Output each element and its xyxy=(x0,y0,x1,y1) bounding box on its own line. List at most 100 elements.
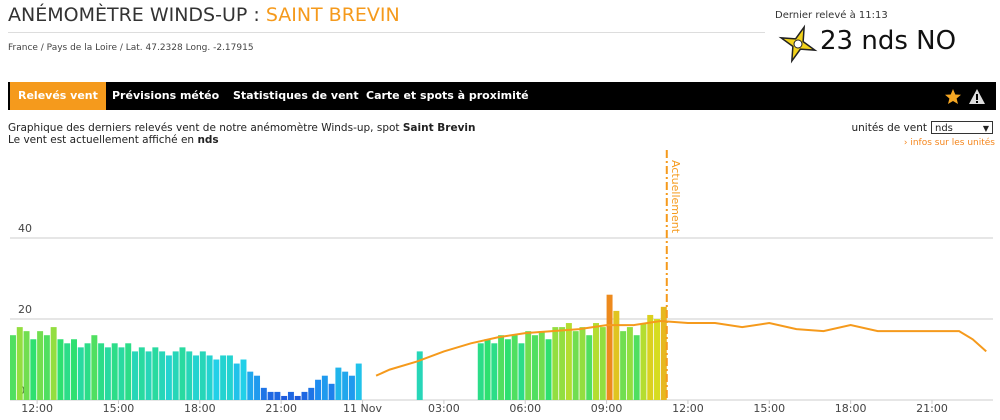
nav-tab[interactable]: Carte et spots à proximité xyxy=(366,89,529,102)
bar xyxy=(10,335,16,400)
y-tick-label: 40 xyxy=(18,222,32,235)
divider xyxy=(8,32,765,33)
bar xyxy=(274,391,281,400)
bar xyxy=(626,327,633,400)
bar xyxy=(240,359,247,400)
units-select[interactable]: nds ▼ xyxy=(931,121,993,134)
bar xyxy=(518,343,525,400)
bar xyxy=(145,351,152,400)
title-text: ANÉMOMÈTRE WINDS-UP : xyxy=(8,4,266,26)
bar xyxy=(247,371,254,400)
bar xyxy=(30,339,37,400)
bar xyxy=(77,347,84,400)
bar xyxy=(308,387,315,400)
bar xyxy=(525,331,532,400)
x-tick-label: 03:00 xyxy=(428,402,460,415)
bar xyxy=(484,339,491,400)
x-tick-label: 12:00 xyxy=(21,402,53,415)
bar xyxy=(281,395,288,400)
bar xyxy=(511,335,518,400)
bar xyxy=(23,331,30,400)
bar xyxy=(538,331,545,400)
bar xyxy=(179,347,186,400)
bar xyxy=(118,347,125,400)
x-tick-label: 09:00 xyxy=(591,402,623,415)
x-tick-label: 15:00 xyxy=(103,402,135,415)
nav-tab[interactable]: Prévisions météo xyxy=(112,89,220,102)
bar xyxy=(315,379,322,400)
bar xyxy=(545,339,552,400)
bar xyxy=(50,327,57,400)
bar xyxy=(294,395,301,400)
bar xyxy=(477,343,484,400)
units-selected: nds xyxy=(935,123,953,134)
bar xyxy=(355,363,362,400)
nav-bar: Relevés vent Prévisions météo Statistiqu… xyxy=(8,82,996,110)
bar xyxy=(138,347,145,400)
bar xyxy=(348,375,355,400)
bar xyxy=(552,327,559,400)
bar xyxy=(57,339,64,400)
last-reading-label: Dernier relevé à 11:13 xyxy=(775,10,888,21)
bar xyxy=(301,391,308,400)
bar xyxy=(599,327,606,400)
bar xyxy=(586,335,593,400)
bar xyxy=(613,310,620,400)
nav-tab[interactable]: Relevés vent xyxy=(10,82,106,110)
bar xyxy=(267,391,274,400)
x-tick-label: 18:00 xyxy=(835,402,867,415)
bar xyxy=(104,347,111,400)
x-tick-label: 15:00 xyxy=(753,402,785,415)
bar xyxy=(84,343,91,400)
bar xyxy=(64,343,71,400)
desc-text: Graphique des derniers relevés vent de n… xyxy=(8,122,403,134)
y-tick-label: 20 xyxy=(18,303,32,316)
bar xyxy=(654,319,661,400)
bar xyxy=(491,343,498,400)
x-tick-label: 06:00 xyxy=(509,402,541,415)
bar xyxy=(498,335,505,400)
bar xyxy=(260,387,267,400)
units-label: unités de vent xyxy=(851,122,927,134)
bar xyxy=(193,355,200,400)
bar xyxy=(226,355,233,400)
bar xyxy=(532,335,538,400)
bar xyxy=(559,327,566,400)
wind-icon xyxy=(778,24,818,64)
bar xyxy=(199,351,206,400)
bar xyxy=(186,351,193,400)
bar xyxy=(16,327,23,400)
bar xyxy=(287,391,294,400)
location: France / Pays de la Loire / Lat. 47.2328… xyxy=(8,43,254,53)
bar xyxy=(647,314,654,400)
bar xyxy=(159,351,166,400)
bar xyxy=(37,331,44,400)
bar xyxy=(254,375,261,400)
x-tick-label: 21:00 xyxy=(916,402,948,415)
bar xyxy=(335,367,342,400)
bar xyxy=(206,355,213,400)
bar xyxy=(98,343,105,400)
description: Graphique des derniers relevés vent de n… xyxy=(8,122,476,146)
x-tick-label: 12:00 xyxy=(672,402,704,415)
spot-name: SAINT BREVIN xyxy=(265,4,400,26)
bar xyxy=(504,339,511,400)
bar xyxy=(220,355,227,400)
last-reading-value: 23 nds NO xyxy=(820,26,957,56)
units-link[interactable]: › infos sur les unités xyxy=(903,138,995,148)
bar xyxy=(165,355,172,400)
bar xyxy=(328,383,335,400)
desc-spot: Saint Brevin xyxy=(402,122,476,134)
desc-text: Le vent est actuellement affiché en xyxy=(8,134,198,146)
bar xyxy=(43,335,50,400)
favorite-icon[interactable] xyxy=(944,88,962,105)
bar xyxy=(579,327,586,400)
bar xyxy=(321,375,328,400)
x-tick-label: 21:00 xyxy=(265,402,297,415)
alert-icon[interactable] xyxy=(968,88,986,105)
bar xyxy=(416,351,423,400)
bar xyxy=(640,323,647,400)
now-label: Actuellement xyxy=(669,160,682,234)
nav-tab[interactable]: Statistiques de vent xyxy=(233,89,359,102)
bar xyxy=(233,363,240,400)
